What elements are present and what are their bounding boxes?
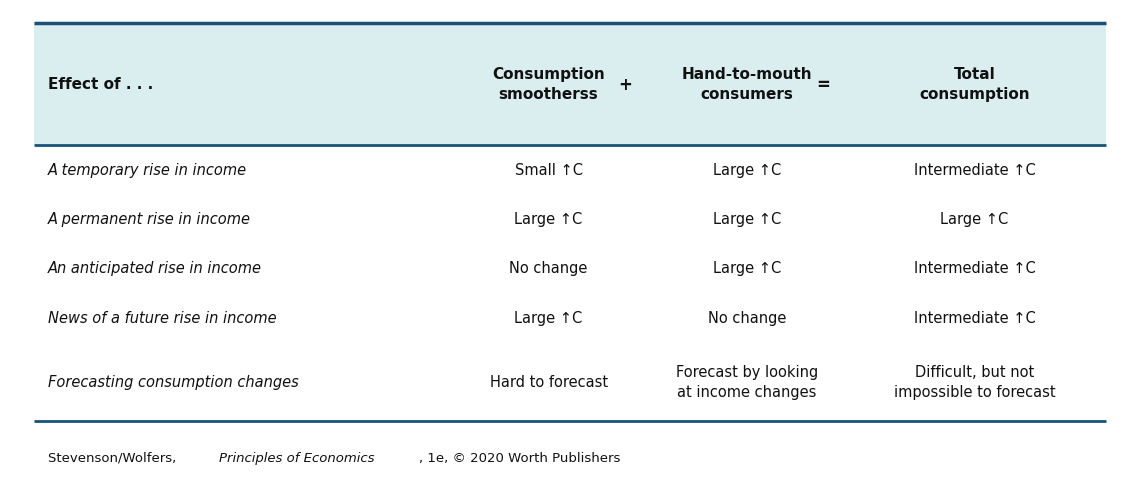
Text: Intermediate ↑C: Intermediate ↑C <box>913 162 1035 177</box>
Text: Small ↑C: Small ↑C <box>514 162 583 177</box>
Text: News of a future rise in income: News of a future rise in income <box>48 310 277 325</box>
Text: No change: No change <box>708 310 785 325</box>
Bar <box>34 24 1106 145</box>
Text: Hand-to-mouth
consumers: Hand-to-mouth consumers <box>682 67 812 102</box>
Text: Large ↑C: Large ↑C <box>712 212 781 227</box>
Text: Consumption
smootherss: Consumption smootherss <box>492 67 605 102</box>
Text: Intermediate ↑C: Intermediate ↑C <box>913 310 1035 325</box>
Text: Large ↑C: Large ↑C <box>514 212 583 227</box>
Text: An anticipated rise in income: An anticipated rise in income <box>48 261 262 276</box>
Text: Forecasting consumption changes: Forecasting consumption changes <box>48 374 299 389</box>
Text: Effect of . . .: Effect of . . . <box>48 77 153 92</box>
Text: No change: No change <box>510 261 588 276</box>
Text: =: = <box>816 76 830 94</box>
Text: Hard to forecast: Hard to forecast <box>489 374 608 389</box>
Text: Principles of Economics: Principles of Economics <box>219 451 374 464</box>
Text: Large ↑C: Large ↑C <box>940 212 1009 227</box>
Text: Intermediate ↑C: Intermediate ↑C <box>913 261 1035 276</box>
Text: Stevenson/Wolfers,: Stevenson/Wolfers, <box>48 451 180 464</box>
Text: Total
consumption: Total consumption <box>919 67 1029 102</box>
Text: Large ↑C: Large ↑C <box>712 162 781 177</box>
Text: Forecast by looking
at income changes: Forecast by looking at income changes <box>676 364 817 399</box>
Text: A temporary rise in income: A temporary rise in income <box>48 162 247 177</box>
Text: A permanent rise in income: A permanent rise in income <box>48 212 251 227</box>
Text: Difficult, but not
impossible to forecast: Difficult, but not impossible to forecas… <box>894 364 1056 399</box>
Text: Large ↑C: Large ↑C <box>712 261 781 276</box>
Text: +: + <box>618 76 633 94</box>
Text: , 1e, © 2020 Worth Publishers: , 1e, © 2020 Worth Publishers <box>420 451 621 464</box>
Text: Large ↑C: Large ↑C <box>514 310 583 325</box>
